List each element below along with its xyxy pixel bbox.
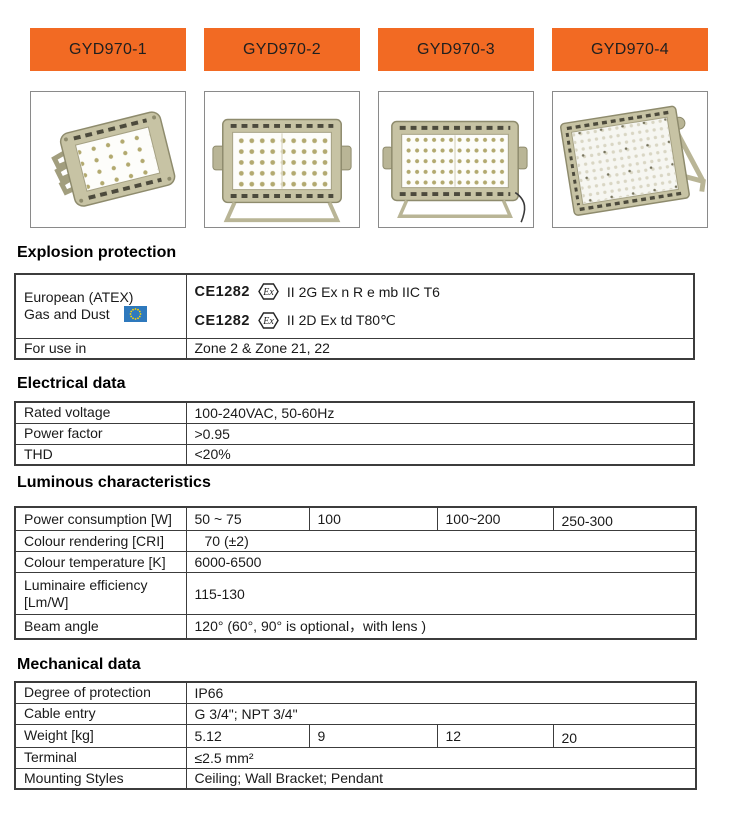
power-consumption-value-4: 250-300 — [552, 506, 697, 531]
table-row: Colour temperature [K] 6000-6500 — [14, 551, 697, 573]
terminal-label: Terminal — [14, 746, 187, 769]
mounting-styles-value: Ceiling; Wall Bracket; Pendant — [185, 767, 697, 790]
weight-label: Weight [kg] — [14, 723, 187, 748]
weight-value-4: 20 — [552, 723, 697, 748]
weight-value-1: 5.12 — [185, 723, 310, 748]
power-consumption-value-3: 100~200 — [436, 506, 554, 531]
explosion-protection-table: European (ATEX) Gas and Dust CE1282 Ex I… — [14, 273, 695, 360]
luminaire-efficiency-value: 115-130 — [185, 572, 697, 615]
product-image-gyd970-1 — [30, 91, 186, 228]
product-image-gyd970-2 — [204, 91, 360, 228]
colour-rendering-label: Colour rendering [CRI] — [14, 530, 187, 552]
floodlight-2-illustration — [212, 118, 352, 223]
thd-value: <20% — [185, 443, 695, 466]
atex-label-cell: European (ATEX) Gas and Dust — [14, 273, 187, 339]
model-tabs: GYD970-1 GYD970-2 GYD970-3 GYD970-4 — [30, 28, 708, 71]
degree-of-protection-label: Degree of protection — [14, 681, 187, 704]
mounting-styles-label: Mounting Styles — [14, 767, 187, 790]
cable-entry-label: Cable entry — [14, 702, 187, 725]
power-factor-label: Power factor — [14, 422, 187, 445]
floodlight-4-illustration — [560, 105, 706, 216]
table-row: Colour rendering [CRI] 70 (±2) — [14, 530, 697, 552]
beam-angle-value: 120° (60°, 90° is optional，with lens ) — [185, 614, 697, 639]
table-row: Beam angle 120° (60°, 90° is optional，wi… — [14, 614, 697, 639]
for-use-in-label: For use in — [14, 337, 187, 360]
power-consumption-value-1: 50 ~ 75 — [185, 506, 310, 531]
svg-text:Ex: Ex — [262, 316, 274, 327]
atex-cert-cell: CE1282 Ex II 2G Ex n R e mb IIC T6 CE128… — [185, 273, 695, 339]
colour-rendering-value: 70 (±2) — [185, 530, 697, 552]
ce-mark: CE1282 — [194, 312, 250, 329]
electrical-data-heading: Electrical data — [17, 375, 126, 392]
ce-mark: CE1282 — [194, 283, 250, 300]
table-row: Cable entry G 3/4"; NPT 3/4" — [14, 702, 697, 725]
product-image-gyd970-3 — [378, 91, 534, 228]
mechanical-data-heading: Mechanical data — [17, 656, 141, 673]
table-row: European (ATEX) Gas and Dust CE1282 Ex I… — [14, 273, 695, 339]
tab-gyd970-3[interactable]: GYD970-3 — [378, 28, 534, 71]
atex-label-line2: Gas and Dust — [24, 306, 178, 323]
table-row: Terminal ≤2.5 mm² — [14, 746, 697, 769]
cert-line-gas: CE1282 Ex II 2G Ex n R e mb IIC T6 — [195, 279, 686, 305]
power-consumption-value-2: 100 — [308, 506, 438, 531]
ex-hexagon-icon: Ex — [258, 312, 279, 329]
cert-dust-text: II 2D Ex td T80℃ — [286, 312, 396, 329]
colour-temperature-label: Colour temperature [K] — [14, 551, 187, 573]
for-use-in-value: Zone 2 & Zone 21, 22 — [185, 337, 695, 360]
cable-entry-value: G 3/4"; NPT 3/4" — [185, 702, 697, 725]
luminaire-efficiency-label: Luminaire efficiency [Lm/W] — [14, 572, 187, 615]
electrical-data-table: Rated voltage 100-240VAC, 50-60Hz Power … — [14, 401, 695, 466]
tab-gyd970-1[interactable]: GYD970-1 — [30, 28, 186, 71]
degree-of-protection-value: IP66 — [185, 681, 697, 704]
cert-line-dust: CE1282 Ex II 2D Ex td T80℃ — [195, 308, 686, 334]
table-row: Power factor >0.95 — [14, 422, 695, 445]
table-row: Power consumption [W] 50 ~ 75 100 100~20… — [14, 506, 697, 531]
product-image-row — [30, 91, 708, 228]
rated-voltage-value: 100-240VAC, 50-60Hz — [185, 401, 695, 424]
eu-flag-icon — [123, 306, 147, 323]
rated-voltage-label: Rated voltage — [14, 401, 187, 424]
thd-label: THD — [14, 443, 187, 466]
svg-text:Ex: Ex — [262, 287, 274, 298]
weight-value-3: 12 — [436, 723, 554, 748]
table-row: THD <20% — [14, 443, 695, 466]
table-row: Degree of protection IP66 — [14, 681, 697, 704]
explosion-protection-heading: Explosion protection — [17, 244, 177, 261]
table-row: For use in Zone 2 & Zone 21, 22 — [14, 337, 695, 360]
weight-value-2: 9 — [308, 723, 438, 748]
table-row: Luminaire efficiency [Lm/W] 115-130 — [14, 572, 697, 615]
luminous-characteristics-heading: Luminous characteristics — [17, 474, 211, 491]
tab-gyd970-2[interactable]: GYD970-2 — [204, 28, 360, 71]
luminous-characteristics-table: Power consumption [W] 50 ~ 75 100 100~20… — [14, 506, 697, 640]
table-row: Weight [kg] 5.12 9 12 20 — [14, 723, 697, 748]
atex-label-line1: European (ATEX) — [24, 289, 134, 306]
mechanical-data-table: Degree of protection IP66 Cable entry G … — [14, 681, 697, 790]
colour-temperature-value: 6000-6500 — [185, 551, 697, 573]
floodlight-1-illustration — [51, 111, 176, 207]
power-consumption-label: Power consumption [W] — [14, 506, 187, 531]
table-row: Rated voltage 100-240VAC, 50-60Hz — [14, 401, 695, 424]
power-factor-value: >0.95 — [185, 422, 695, 445]
beam-angle-label: Beam angle — [14, 614, 187, 639]
product-image-gyd970-4 — [552, 91, 708, 228]
tab-gyd970-4[interactable]: GYD970-4 — [552, 28, 708, 71]
table-row: Mounting Styles Ceiling; Wall Bracket; P… — [14, 767, 697, 790]
floodlight-3-illustration — [382, 120, 528, 223]
cert-gas-text: II 2G Ex n R e mb IIC T6 — [286, 283, 440, 300]
ex-hexagon-icon: Ex — [258, 283, 279, 300]
terminal-value: ≤2.5 mm² — [185, 746, 697, 769]
